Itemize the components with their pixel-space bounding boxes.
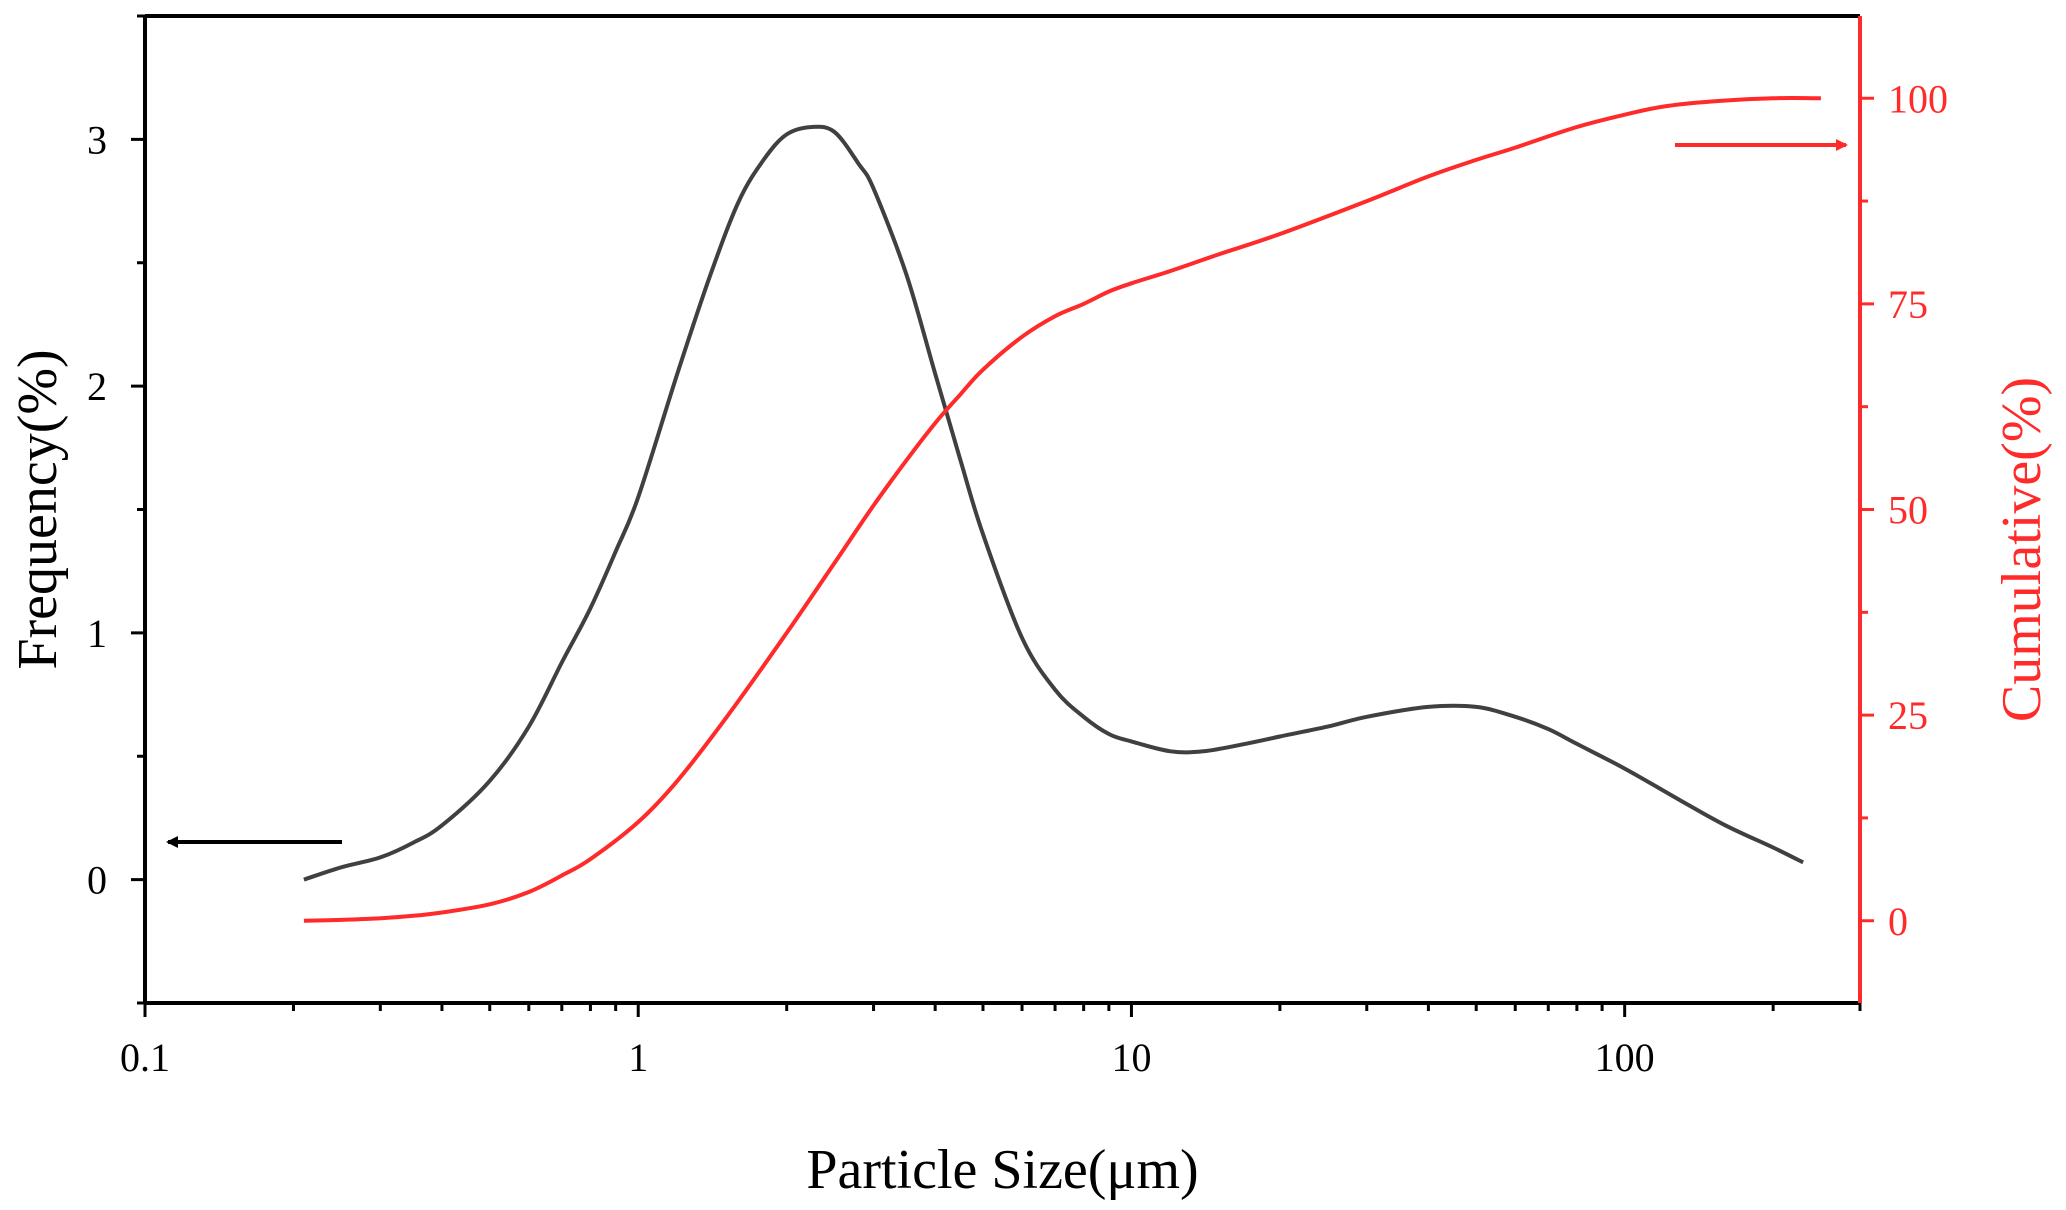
x-tick-label: 100 [1595, 1035, 1655, 1080]
right-y-tick-label: 50 [1888, 488, 1928, 533]
right-y-axis-title: Cumulative(%) [1991, 377, 2053, 722]
x-axis-title: Particle Size(μm) [806, 1139, 1198, 1201]
right-y-tick-label: 100 [1888, 76, 1948, 121]
left-y-axis-ticks: 0 1 2 3 [87, 14, 145, 1005]
x-tick-label: 1 [628, 1035, 648, 1080]
left-y-tick-label: 0 [87, 858, 107, 903]
left-y-tick-label: 2 [87, 364, 107, 409]
right-y-tick-label: 0 [1888, 899, 1908, 944]
left-y-tick-label: 1 [87, 611, 107, 656]
x-tick-label: 10 [1111, 1035, 1151, 1080]
x-axis-ticks: 0.1 1 10 100 [120, 1003, 1862, 1080]
right-y-tick-label: 25 [1888, 693, 1928, 738]
cumulative-series-line [303, 96, 1821, 923]
frequency-series-line [303, 124, 1804, 882]
left-y-tick-label: 3 [87, 117, 107, 162]
right-y-axis-ticks: 0 25 50 75 100 [1860, 76, 1948, 944]
right-y-tick-label: 75 [1888, 282, 1928, 327]
x-tick-label: 0.1 [120, 1035, 170, 1080]
left-y-axis-title: Frequency(%) [7, 349, 69, 669]
